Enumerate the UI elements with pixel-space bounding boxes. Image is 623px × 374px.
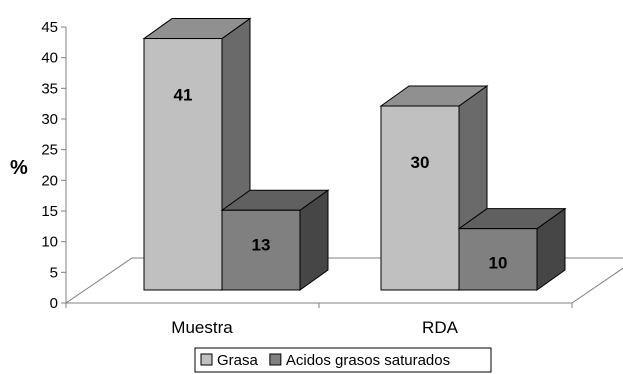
y-tick-label: 20 — [41, 172, 58, 189]
bar-1-1 — [457, 207, 567, 291]
y-tick-label: 10 — [41, 234, 58, 251]
legend-swatch — [200, 353, 213, 366]
y-tick-label: 0 — [50, 295, 58, 312]
x-category-label: RDA — [422, 318, 459, 337]
y-tick-label: 35 — [41, 80, 58, 97]
y-tick-label: 45 — [41, 19, 58, 36]
legend-box — [194, 347, 492, 373]
bar-front — [221, 209, 301, 291]
bar-front — [458, 228, 538, 291]
data-label: 13 — [252, 235, 271, 254]
y-axis-title: % — [10, 157, 28, 179]
legend-swatch — [269, 353, 282, 366]
y-tick-label: 5 — [50, 264, 58, 281]
chart-bars — [142, 17, 567, 291]
legend-label: Acidos grasos saturados — [286, 352, 450, 369]
legend-label: Grasa — [217, 352, 259, 369]
data-label: 41 — [174, 86, 193, 105]
bar-0-1 — [220, 189, 330, 291]
x-category-label: Muestra — [171, 318, 233, 337]
y-tick-label: 40 — [41, 50, 58, 67]
chart-labels: 41 13 30 10 — [174, 86, 508, 273]
bar-0-0 — [142, 17, 252, 291]
chart-axes: 0 5 10 15 20 25 30 35 40 45 Muestra RDA — [41, 19, 573, 337]
bar-front — [380, 105, 460, 291]
data-label: 10 — [489, 254, 508, 273]
y-tick-label: 30 — [41, 111, 58, 128]
data-label: 30 — [411, 153, 430, 172]
y-tick-label: 15 — [41, 203, 58, 220]
y-tick-label: 25 — [41, 142, 58, 159]
bar-front — [143, 38, 223, 291]
legend: Grasa Acidos grasos saturados — [194, 347, 492, 373]
